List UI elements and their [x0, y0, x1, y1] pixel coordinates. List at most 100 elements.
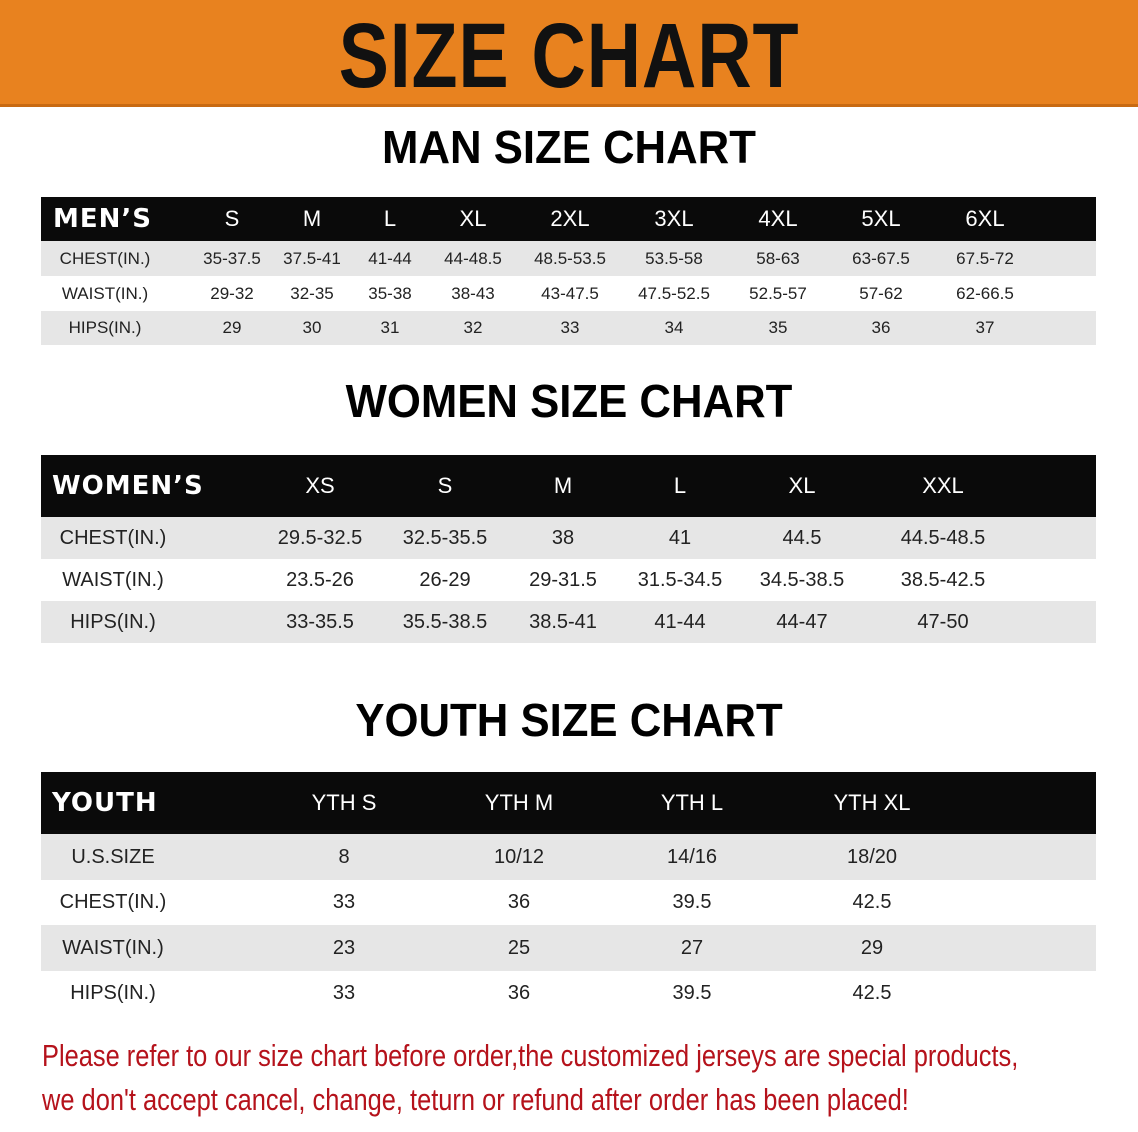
youth-size-table: YOUTH YTH S YTH M YTH L YTH XL U.S.SIZE 8 10/12… — [41, 772, 1096, 1016]
banner-title: SIZE CHART — [338, 5, 800, 107]
size-header-6xl: 6XL — [965, 206, 1005, 231]
row-label: U.S.SIZE — [71, 845, 155, 868]
table-cell: 31.5-34.5 — [637, 568, 723, 591]
table-cell: 33 — [332, 982, 356, 1004]
row-label: HIPS(IN.) — [70, 610, 156, 633]
size-header-yth-m: YTH M — [484, 790, 554, 815]
table-cell: 38.5-41 — [529, 610, 597, 633]
table-cell: 53.5-58 — [645, 248, 703, 268]
row-label: WAIST(IN.) — [62, 936, 164, 959]
table-row: WAIST(IN.) 29-32 32-35 35-38 38-43 43-47.5 47.… — [41, 276, 1096, 311]
table-cell: 41-44 — [654, 610, 706, 633]
table-cell: 43-47.5 — [541, 283, 599, 303]
youth-section-title: YOUTH SIZE CHART — [355, 694, 783, 746]
row-label: WAIST(IN.) — [62, 568, 164, 591]
table-row: WAIST(IN.) 23 25 27 29 — [41, 925, 1096, 971]
table-cell: 41 — [668, 526, 692, 549]
table-cell: 38 — [551, 526, 575, 549]
table-cell: 31 — [380, 318, 400, 337]
size-header-xs: XS — [305, 473, 335, 498]
table-cell: 52.5-57 — [749, 283, 807, 303]
row-label: HIPS(IN.) — [70, 982, 156, 1004]
table-cell: 29-31.5 — [529, 568, 597, 591]
size-header-xl: XL — [788, 473, 816, 498]
size-header-yth-s: YTH S — [311, 790, 377, 815]
table-cell: 44-48.5 — [444, 248, 502, 268]
table-cell: 35-38 — [368, 283, 412, 303]
table-cell: 37.5-41 — [283, 248, 341, 268]
table-cell: 57-62 — [859, 283, 903, 303]
women-size-table: WOMEN’S XS S M L XL XXL CHEST(IN.) 29.5-32.5 32.5… — [41, 455, 1096, 643]
table-cell: 26-29 — [419, 568, 471, 591]
table-row: HIPS(IN.) 33-35.5 35.5-38.5 38.5-41 41-44 44-… — [41, 601, 1096, 643]
table-cell: 8 — [338, 845, 350, 868]
size-header-5xl: 5XL — [861, 206, 901, 231]
table-cell: 27 — [680, 936, 704, 959]
size-header-m: M — [302, 206, 322, 231]
table-row: CHEST(IN.) 33 36 39.5 42.5 — [41, 880, 1096, 925]
table-cell: 32-35 — [290, 283, 334, 303]
size-header-l: L — [383, 206, 397, 231]
table-cell: 14/16 — [666, 845, 718, 868]
size-header-2xl: 2XL — [550, 206, 590, 231]
header-label: WOMEN’S — [52, 471, 204, 501]
table-cell: 30 — [302, 318, 322, 337]
table-cell: 48.5-53.5 — [534, 248, 606, 268]
row-label: CHEST(IN.) — [59, 526, 167, 549]
table-cell: 67.5-72 — [956, 248, 1014, 268]
table-cell: 37 — [975, 318, 995, 337]
size-header-xxl: XXL — [922, 473, 964, 498]
size-header-s: S — [224, 206, 240, 231]
women-section-title: WOMEN SIZE CHART — [345, 375, 793, 427]
table-cell: 36 — [507, 891, 531, 913]
table-cell: 44-47 — [776, 610, 828, 633]
table-cell: 36 — [507, 982, 531, 1004]
table-cell: 42.5 — [852, 891, 892, 913]
table-cell: 33 — [332, 891, 356, 913]
table-header-row: WOMEN’S XS S M L XL XXL — [41, 455, 1096, 517]
table-cell: 44.5-48.5 — [900, 526, 986, 549]
table-cell: 41-44 — [368, 248, 412, 268]
table-cell: 34 — [664, 318, 684, 337]
header-label: MEN’S — [53, 204, 152, 234]
table-cell: 18/20 — [846, 845, 898, 868]
table-cell: 33-35.5 — [286, 610, 354, 633]
table-cell: 23.5-26 — [286, 568, 354, 591]
table-cell: 35.5-38.5 — [402, 610, 488, 633]
table-cell: 62-66.5 — [956, 283, 1014, 303]
table-cell: 44.5 — [782, 526, 822, 549]
table-cell: 39.5 — [672, 891, 712, 913]
table-cell: 33 — [560, 318, 580, 337]
row-label: CHEST(IN.) — [59, 891, 167, 913]
table-cell: 42.5 — [852, 982, 892, 1004]
table-cell: 47-50 — [917, 610, 969, 633]
table-cell: 36 — [871, 318, 891, 337]
table-cell: 29 — [222, 318, 242, 337]
footer-notice-line-2: we don't accept cancel, change, teturn o… — [42, 1082, 909, 1117]
table-cell: 35 — [768, 318, 788, 337]
table-cell: 29.5-32.5 — [277, 526, 363, 549]
footer-notice-line-1: Please refer to our size chart before or… — [42, 1038, 1019, 1073]
table-header-row: YOUTH YTH S YTH M YTH L YTH XL — [41, 772, 1096, 834]
size-header-xl: XL — [459, 206, 487, 231]
table-cell: 23 — [332, 936, 356, 959]
table-cell: 32.5-35.5 — [402, 526, 488, 549]
table-cell: 25 — [507, 936, 531, 959]
table-cell: 32 — [463, 318, 483, 337]
size-header-3xl: 3XL — [654, 206, 694, 231]
header-label: YOUTH — [52, 788, 158, 818]
table-row: U.S.SIZE 8 10/12 14/16 18/20 — [41, 834, 1096, 880]
table-cell: 63-67.5 — [852, 248, 910, 268]
size-header-m: M — [553, 473, 573, 498]
size-header-s: S — [437, 473, 453, 498]
size-header-l: L — [673, 473, 687, 498]
banner: SIZE CHART — [0, 0, 1138, 107]
table-cell: 35-37.5 — [203, 248, 261, 268]
size-header-yth-l: YTH L — [660, 790, 724, 815]
table-row: HIPS(IN.) 33 36 39.5 42.5 — [41, 971, 1096, 1016]
table-cell: 34.5-38.5 — [759, 568, 845, 591]
table-cell: 39.5 — [672, 982, 712, 1004]
table-cell: 38.5-42.5 — [900, 568, 986, 591]
row-label: HIPS(IN.) — [68, 318, 142, 337]
